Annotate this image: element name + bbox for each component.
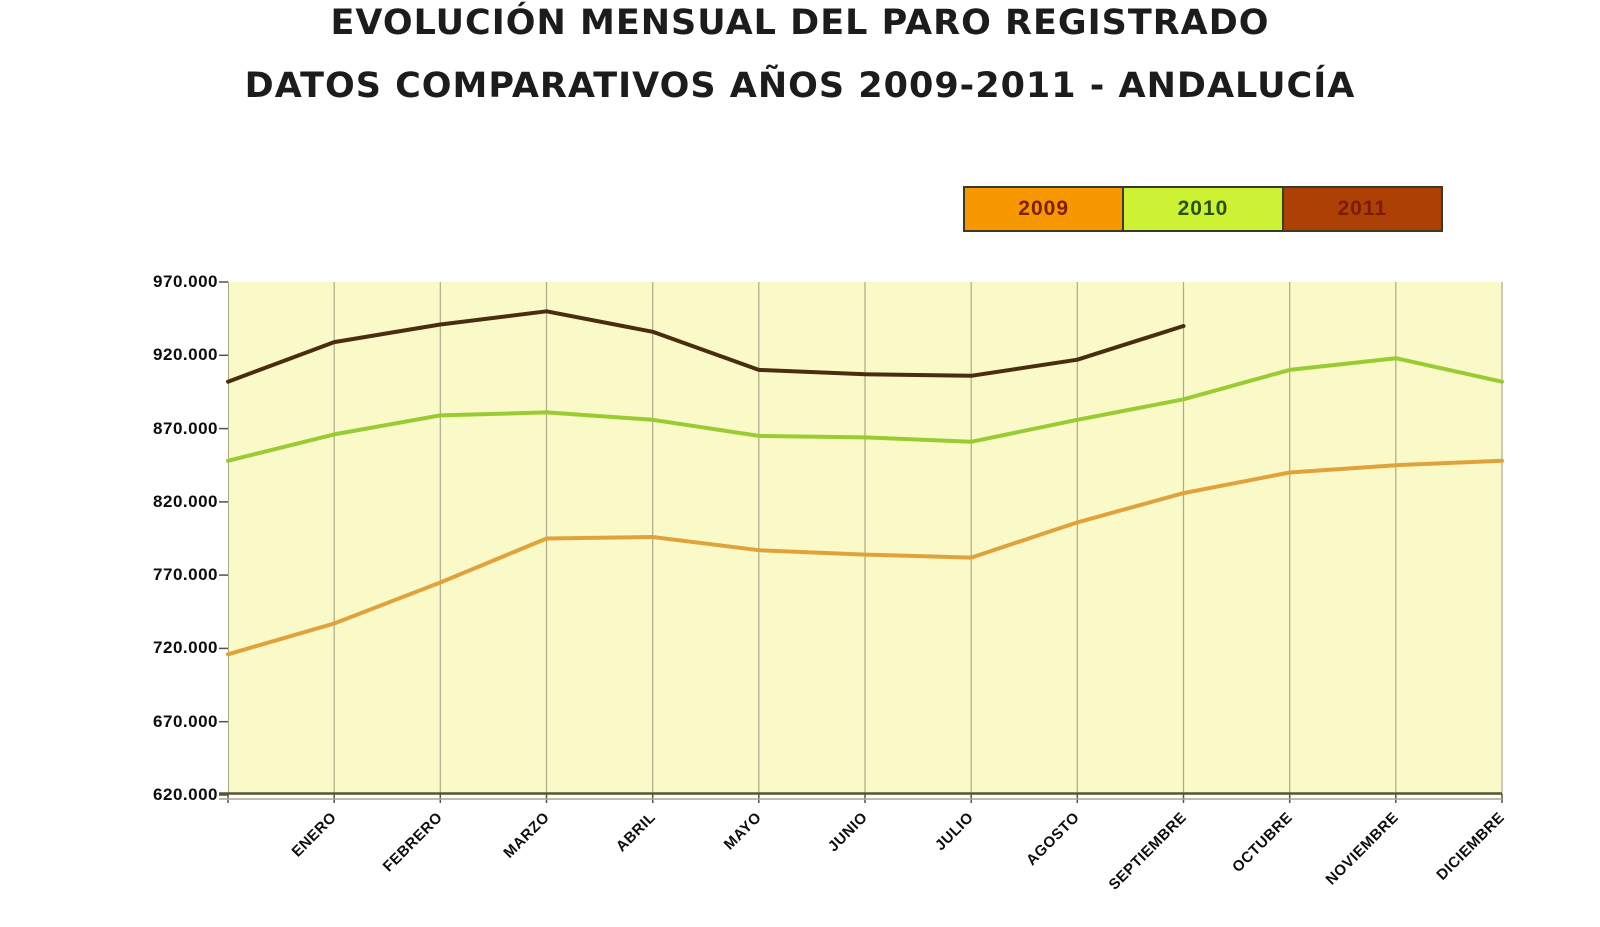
x-axis-month-label: OCTUBRE — [1228, 809, 1296, 876]
legend-item-2011: 2011 — [1281, 188, 1441, 230]
y-axis-tick-label: 670.000 — [153, 711, 218, 731]
x-axis-month-label: SEPTIEMBRE — [1105, 809, 1190, 894]
y-axis-tick-label: 920.000 — [153, 345, 218, 365]
series-line-2011 — [226, 309, 1186, 384]
y-axis-tick-label: 770.000 — [153, 565, 218, 585]
page-subtitle: DATOS COMPARATIVOS AÑOS 2009-2011 - ANDA… — [244, 66, 1356, 106]
series-line-2009 — [226, 458, 1504, 657]
legend-item-label: 2010 — [1177, 197, 1229, 220]
y-axis-tick-label: 720.000 — [153, 638, 218, 658]
y-axis-tick-label: 970.000 — [153, 272, 218, 291]
series-line-2010 — [226, 356, 1504, 463]
plot-area — [219, 281, 1504, 803]
x-axis-month-label: ENERO — [288, 809, 341, 861]
legend-item-2010: 2010 — [1122, 188, 1282, 230]
x-axis-month-label: DICIEMBRE — [1433, 809, 1509, 884]
page-title: EVOLUCIÓN MENSUAL DEL PARO REGISTRADO — [330, 3, 1270, 43]
legend: 2009 2010 2011 — [963, 186, 1443, 232]
x-axis-month-label: MAYO — [720, 809, 765, 854]
x-axis-month-label: NOVIEMBRE — [1322, 809, 1402, 889]
legend-item-label: 2011 — [1337, 197, 1388, 220]
x-axis-month-label: MARZO — [499, 809, 553, 862]
y-axis-tick-label: 620.000 — [153, 785, 218, 804]
x-axis-month-label: FEBRERO — [379, 809, 447, 876]
y-axis-tick-label: 820.000 — [153, 491, 218, 511]
x-axis-month-label: AGOSTO — [1023, 809, 1084, 869]
y-axis-tick-label: 870.000 — [153, 418, 218, 438]
x-axis-month-label: ABRIL — [612, 809, 659, 856]
x-axis-month-label: JUNIO — [824, 809, 872, 856]
title-block: EVOLUCIÓN MENSUAL DEL PARO REGISTRADO DA… — [0, 6, 1600, 104]
x-axis-month-label: JULIO — [932, 809, 978, 855]
plot-svg — [219, 281, 1504, 803]
legend-item-label: 2009 — [1018, 197, 1070, 220]
legend-item-2009: 2009 — [965, 188, 1123, 230]
